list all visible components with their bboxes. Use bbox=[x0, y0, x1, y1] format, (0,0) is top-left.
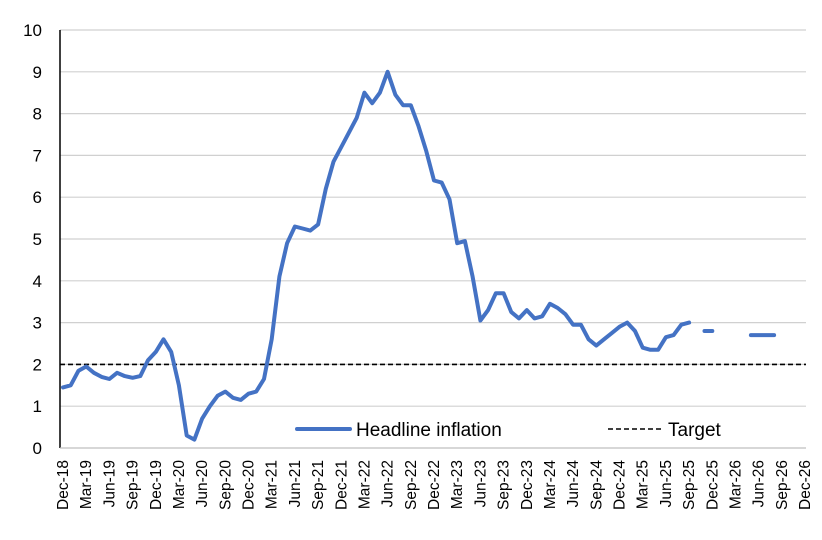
x-tick-label: Sep-19 bbox=[125, 460, 142, 510]
x-tick-label: Dec-26 bbox=[797, 460, 814, 510]
x-tick-label: Sep-25 bbox=[681, 460, 698, 510]
x-tick-label: Mar-21 bbox=[264, 460, 281, 509]
x-tick-label: Jun-19 bbox=[101, 460, 118, 507]
x-tick-label: Dec-21 bbox=[333, 460, 350, 510]
y-tick-label: 8 bbox=[33, 105, 42, 124]
x-tick-label: Jun-22 bbox=[380, 460, 397, 507]
x-tick-label: Dec-25 bbox=[704, 460, 721, 510]
y-axis-ticks: 0 1 2 3 4 5 6 7 8 9 10 bbox=[23, 21, 42, 458]
x-tick-label: Jun-23 bbox=[472, 460, 489, 507]
x-tick-label: Dec-23 bbox=[519, 460, 536, 510]
x-tick-label: Mar-24 bbox=[542, 460, 559, 509]
y-tick-label: 4 bbox=[33, 272, 42, 291]
x-tick-label: Sep-22 bbox=[403, 460, 420, 510]
x-tick-label: Sep-21 bbox=[310, 460, 327, 510]
x-tick-label: Dec-20 bbox=[241, 460, 258, 510]
x-tick-label: Sep-24 bbox=[588, 460, 605, 510]
y-tick-label: 0 bbox=[33, 439, 42, 458]
x-tick-label: Mar-23 bbox=[449, 460, 466, 509]
x-tick-label: Jun-26 bbox=[751, 460, 768, 507]
legend-label-headline-inflation: Headline inflation bbox=[356, 420, 502, 441]
headline-inflation-line bbox=[61, 69, 692, 442]
y-tick-label: 5 bbox=[33, 230, 42, 249]
series-group bbox=[60, 69, 806, 442]
x-tick-label: Dec-24 bbox=[612, 460, 629, 510]
x-tick-label: Dec-22 bbox=[426, 460, 443, 510]
x-tick-label: Dec-18 bbox=[55, 460, 72, 510]
x-tick-label: Sep-26 bbox=[774, 460, 791, 510]
x-tick-label: Jun-24 bbox=[565, 460, 582, 508]
x-tick-label: Mar-25 bbox=[635, 460, 652, 509]
y-tick-label: 10 bbox=[23, 21, 42, 40]
x-tick-label: Jun-20 bbox=[194, 460, 211, 508]
x-tick-label: Sep-20 bbox=[217, 460, 234, 510]
y-tick-label: 2 bbox=[33, 355, 42, 374]
x-tick-label: Mar-19 bbox=[78, 460, 95, 509]
x-tick-label: Mar-20 bbox=[171, 460, 188, 509]
x-tick-label: Jun-25 bbox=[658, 460, 675, 507]
legend: Headline inflation Target bbox=[295, 420, 722, 441]
x-tick-label: Mar-26 bbox=[727, 460, 744, 509]
x-axis-ticks: Dec-18 Mar-19 Jun-19 Sep-19 Dec-19 Mar-20 Jun-… bbox=[55, 460, 814, 510]
x-tick-label: Sep-23 bbox=[496, 460, 513, 510]
y-tick-label: 6 bbox=[33, 188, 42, 207]
x-tick-label: Mar-22 bbox=[356, 460, 373, 509]
x-tick-label: Dec-19 bbox=[148, 460, 165, 510]
y-tick-label: 3 bbox=[33, 314, 42, 333]
y-tick-label: 9 bbox=[33, 63, 42, 82]
x-tick-label: Jun-21 bbox=[287, 460, 304, 507]
y-tick-label: 7 bbox=[33, 146, 42, 165]
y-tick-label: 1 bbox=[33, 397, 42, 416]
legend-label-target: Target bbox=[668, 420, 722, 441]
